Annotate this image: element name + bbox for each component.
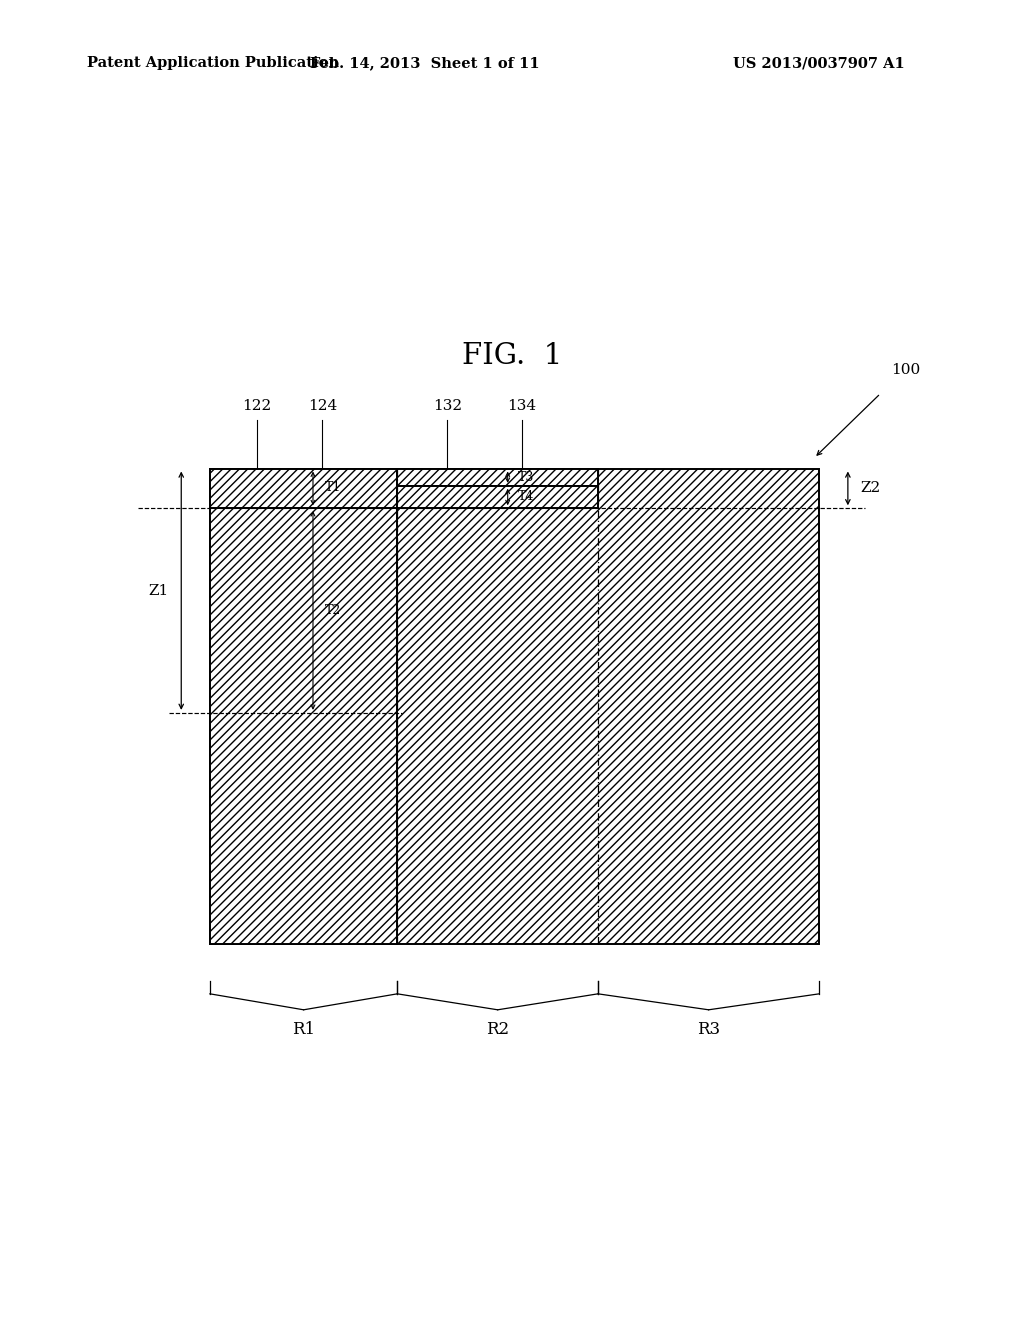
Text: R3: R3 [697,1022,720,1038]
Bar [210,469,819,944]
Text: Patent Application Publication: Patent Application Publication [87,57,339,70]
Bar [210,469,397,508]
Text: US 2013/0037907 A1: US 2013/0037907 A1 [733,57,905,70]
Bar [397,469,598,486]
Text: 124: 124 [308,399,337,413]
Text: 132: 132 [433,399,462,413]
Text: Feb. 14, 2013  Sheet 1 of 11: Feb. 14, 2013 Sheet 1 of 11 [310,57,540,70]
Text: T4: T4 [518,491,535,503]
Text: Z1: Z1 [148,583,169,598]
Text: FIG.  1: FIG. 1 [462,342,562,371]
Text: T3: T3 [518,471,535,483]
Text: R1: R1 [292,1022,315,1038]
Text: Z2: Z2 [860,482,881,495]
Text: R2: R2 [486,1022,509,1038]
Text: 122: 122 [242,399,271,413]
Text: T2: T2 [326,605,342,616]
Bar [397,486,598,508]
Text: 134: 134 [507,399,537,413]
Text: T1: T1 [326,480,342,494]
Bar [210,508,397,944]
Text: 100: 100 [892,363,921,376]
